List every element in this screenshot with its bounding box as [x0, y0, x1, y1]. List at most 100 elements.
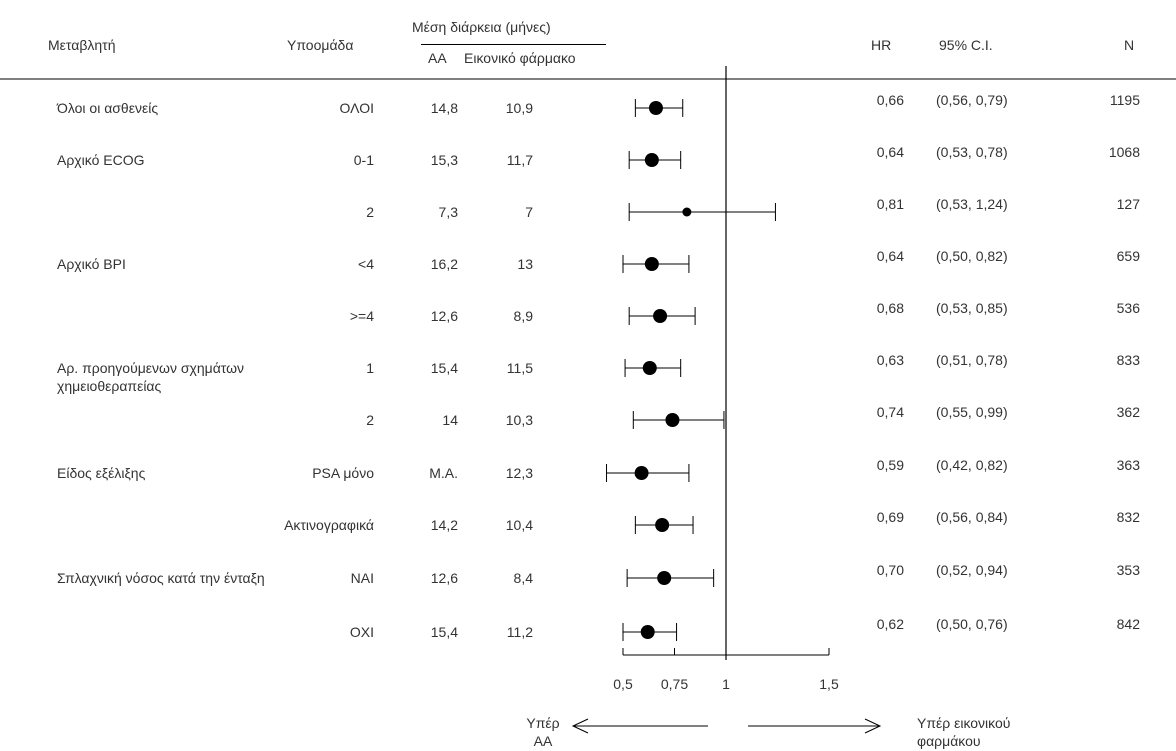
- row-n: 353: [1116, 562, 1140, 578]
- header-subgroup: Υποομάδα: [287, 37, 354, 53]
- row-n: 363: [1116, 457, 1140, 473]
- row-n: 659: [1116, 248, 1140, 264]
- arrow-right-head: [864, 718, 882, 734]
- x-tick-label: 1: [722, 676, 730, 692]
- row-ci: (0,42, 0,82): [936, 457, 1008, 473]
- row-n: 536: [1116, 300, 1140, 316]
- header-aa: ΑΑ: [428, 50, 447, 66]
- hr-point: [657, 571, 672, 585]
- row-hr: 0,69: [876, 509, 904, 525]
- x-tick-label: 0,75: [660, 676, 689, 692]
- row-ci: (0,51, 0,78): [936, 352, 1008, 368]
- row-n: 362: [1116, 404, 1140, 420]
- row-placebo-median: 10,9: [505, 100, 533, 116]
- hr-point: [644, 153, 659, 167]
- row-variable: Είδος εξέλιξης: [57, 465, 146, 481]
- row-hr: 0,70: [876, 562, 904, 578]
- row-hr: 0,74: [876, 404, 904, 420]
- row-n: 1195: [1109, 92, 1140, 108]
- row-subgroup: 2: [366, 412, 374, 428]
- row-placebo-median: 8,9: [513, 308, 533, 324]
- favors-placebo-line1: Υπέρ εικονικού: [917, 715, 1011, 731]
- row-ci: (0,50, 0,76): [936, 616, 1008, 632]
- row-subgroup: 0-1: [353, 152, 374, 168]
- hr-point: [642, 361, 657, 375]
- row-placebo-median: 11,7: [506, 152, 533, 168]
- row-ci: (0,53, 1,24): [936, 196, 1008, 212]
- row-variable: Αρ. προηγούμενων σχημάτων: [57, 360, 245, 376]
- row-aa-median: 14,2: [430, 517, 458, 533]
- x-tick-label: 0,5: [613, 676, 633, 692]
- row-ci: (0,56, 0,84): [936, 509, 1008, 525]
- row-aa-median: 15,4: [430, 360, 458, 376]
- row-placebo-median: 8,4: [513, 570, 533, 586]
- row-n: 842: [1116, 616, 1140, 632]
- header-placebo: Εικονικό φάρμακο: [464, 50, 576, 66]
- header-ci: 95% C.I.: [939, 37, 993, 53]
- hr-point: [653, 309, 668, 323]
- row-variable: Όλοι οι ασθενείς: [57, 100, 159, 116]
- row-n: 832: [1116, 509, 1140, 525]
- row-placebo-median: 11,5: [506, 360, 533, 376]
- row-aa-median: 14: [442, 412, 458, 428]
- row-placebo-median: 10,3: [505, 412, 533, 428]
- x-tick-label: 1,5: [819, 676, 839, 692]
- row-subgroup: ΟΛΟΙ: [339, 100, 374, 116]
- row-hr: 0,64: [876, 144, 904, 160]
- row-ci: (0,56, 0,79): [936, 92, 1008, 108]
- row-aa-median: 12,6: [430, 570, 458, 586]
- hr-point: [640, 625, 655, 639]
- row-aa-median: 7,3: [438, 204, 458, 220]
- row-hr: 0,66: [876, 92, 904, 108]
- row-hr: 0,81: [876, 196, 904, 212]
- row-placebo-median: 10,4: [505, 517, 533, 533]
- row-placebo-median: 13: [517, 256, 533, 272]
- header-hr: HR: [871, 37, 892, 53]
- row-n: 127: [1116, 196, 1140, 212]
- row-hr: 0,68: [876, 300, 904, 316]
- header-median-duration: Μέση διάρκεια (μήνες): [412, 19, 551, 35]
- row-placebo-median: 7: [525, 204, 533, 220]
- row-variable: Αρχικό BPI: [57, 256, 126, 272]
- row-hr: 0,59: [876, 457, 904, 473]
- row-n: 1068: [1108, 144, 1140, 160]
- favors-aa-line2: ΑΑ: [533, 733, 553, 749]
- hr-point: [648, 101, 663, 115]
- row-hr: 0,64: [876, 248, 904, 264]
- row-ci: (0,50, 0,82): [936, 248, 1008, 264]
- favors-aa-line1: Υπέρ: [526, 715, 560, 731]
- hr-point: [644, 257, 659, 271]
- row-subgroup: ΟΧΙ: [349, 624, 374, 640]
- row-subgroup: <4: [358, 256, 374, 272]
- row-aa-median: 14,8: [430, 100, 458, 116]
- hr-point: [682, 207, 692, 217]
- header-n: N: [1124, 37, 1135, 53]
- row-aa-median: 15,3: [430, 152, 458, 168]
- header-variable: Μεταβλητή: [48, 37, 116, 53]
- row-subgroup: Ακτινογραφικά: [284, 517, 374, 533]
- row-aa-median: 12,6: [430, 308, 458, 324]
- row-subgroup: ΝΑΙ: [350, 570, 374, 586]
- row-placebo-median: 12,3: [505, 465, 533, 481]
- arrow-left-head: [571, 718, 589, 734]
- row-variable-line2: χημειοθεραπείας: [57, 378, 162, 394]
- row-aa-median: 16,2: [430, 256, 458, 272]
- row-hr: 0,62: [876, 616, 904, 632]
- row-aa-median: 15,4: [430, 624, 458, 640]
- row-subgroup: >=4: [349, 308, 374, 324]
- hr-point: [665, 413, 680, 427]
- row-ci: (0,53, 0,85): [936, 300, 1008, 316]
- header-underline: [421, 44, 606, 45]
- row-n: 833: [1116, 352, 1140, 368]
- favors-placebo-line2: φαρμάκου: [917, 733, 981, 749]
- hr-point: [655, 518, 670, 532]
- row-subgroup: PSA μόνο: [312, 465, 374, 481]
- row-placebo-median: 11,2: [506, 624, 533, 640]
- row-subgroup: 1: [366, 360, 374, 376]
- row-ci: (0,55, 0,99): [936, 404, 1008, 420]
- row-variable: Σπλαχνική νόσος κατά την ένταξη: [57, 570, 265, 586]
- hr-point: [634, 466, 649, 480]
- row-variable: Αρχικό ECOG: [57, 152, 145, 168]
- row-ci: (0,52, 0,94): [936, 562, 1008, 578]
